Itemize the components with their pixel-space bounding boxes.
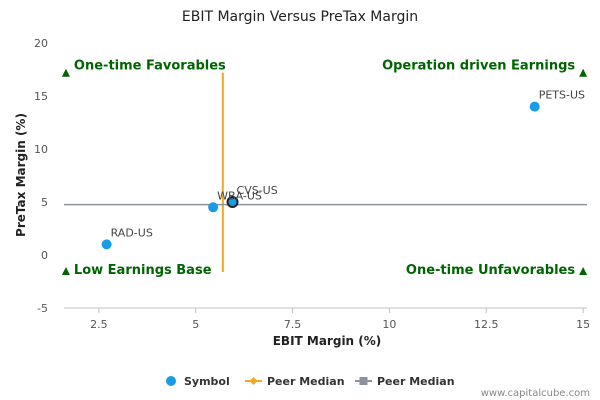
legend-label: Peer Median (267, 375, 345, 388)
x-tick-label: 15 (576, 318, 590, 331)
chart-title: EBIT Margin Versus PreTax Margin (182, 9, 418, 25)
data-point (208, 202, 219, 213)
quadrant-marker-icon (61, 266, 70, 275)
quadrant-label: One-time Favorables (74, 59, 226, 74)
data-point-label: PETS-US (539, 89, 585, 102)
legend-label: Symbol (184, 375, 230, 388)
x-tick-label: 10 (382, 318, 396, 331)
y-tick-label: 10 (34, 143, 48, 156)
quadrant-label: Operation driven Earnings (382, 59, 575, 74)
x-axis-title: EBIT Margin (%) (273, 334, 382, 348)
x-tick-label: 7.5 (284, 318, 302, 331)
x-tick-label: 2.5 (90, 318, 108, 331)
y-axis-title: PreTax Margin (%) (14, 113, 28, 237)
legend-label: Peer Median (377, 375, 455, 388)
quadrant-label: Low Earnings Base (74, 263, 212, 278)
reference-lines (64, 72, 587, 272)
legend-diamond-icon (249, 377, 258, 385)
quadrant-marker-icon (61, 68, 70, 77)
data-point-label: CVS-US (237, 184, 278, 197)
x-tick-label: 12.5 (474, 318, 499, 331)
data-point-highlighted (226, 196, 239, 208)
quadrant-marker-icon (579, 266, 588, 275)
data-point-label: RAD-US (111, 226, 153, 239)
y-tick-label: 0 (41, 249, 48, 262)
y-tick-label: 5 (41, 196, 48, 209)
quadrant-label: One-time Unfavorables (406, 263, 575, 278)
data-point (529, 101, 540, 112)
y-tick-label: -5 (37, 302, 48, 315)
axes: 2.5 5 7.5 10 12.5 15 -5 0 5 10 15 20 (34, 37, 590, 331)
x-tick-label: 5 (192, 318, 199, 331)
credit-text: www.capitalcube.com (481, 388, 590, 399)
legend: Symbol Peer Median Peer Median (166, 375, 455, 388)
data-point-label: WBA-US (217, 189, 262, 202)
y-tick-label: 15 (34, 90, 48, 103)
data-point (101, 239, 112, 250)
legend-symbol-icon (166, 376, 176, 386)
quadrant-marker-icon (579, 68, 588, 77)
y-tick-label: 20 (34, 37, 48, 50)
legend-square-icon (359, 377, 368, 385)
quadrant-labels: One-time Favorables Operation driven Earn… (61, 59, 588, 278)
